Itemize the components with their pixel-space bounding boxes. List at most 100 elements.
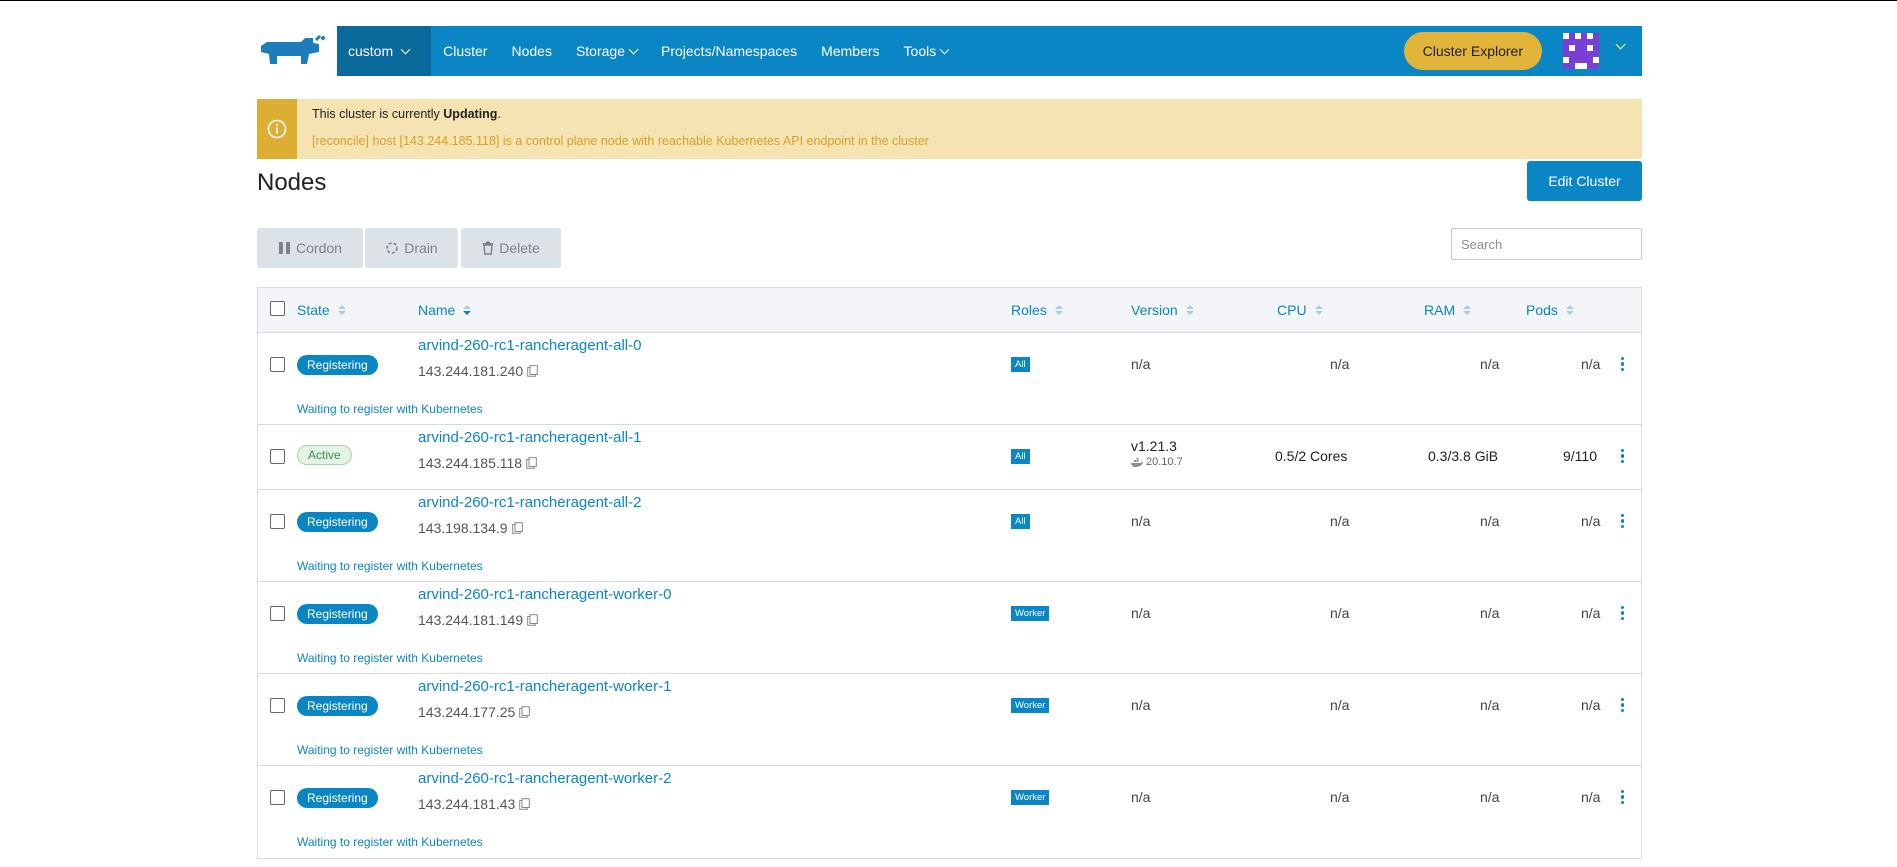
info-icon (267, 119, 287, 139)
banner-icon-box (257, 99, 297, 159)
chevron-down-icon[interactable] (1615, 39, 1626, 50)
column-header-label: RAM (1424, 302, 1456, 318)
nav-storage[interactable]: Storage (564, 26, 649, 76)
table-row[interactable]: Registering arvind-260-rc1-rancheragent-… (258, 490, 1641, 582)
table-row[interactable]: Active arvind-260-rc1-rancheragent-all-1… (258, 425, 1641, 490)
cluster-selector[interactable]: custom (337, 26, 432, 76)
node-message: Waiting to register with Kubernetes (297, 402, 483, 416)
copy-icon[interactable] (527, 365, 538, 377)
search-input[interactable] (1451, 228, 1642, 260)
column-header-pods[interactable]: Pods (1526, 302, 1574, 318)
node-cpu: n/a (1330, 513, 1350, 529)
column-header-state[interactable]: State (297, 302, 346, 318)
node-pods: n/a (1581, 513, 1601, 529)
table-header: State Name Roles Version CPU RAM Pods (258, 288, 1641, 333)
node-ip: 143.244.181.149 (418, 612, 538, 628)
banner-status-prefix: This cluster is currently (312, 107, 444, 121)
banner-status-suffix: . (497, 107, 501, 121)
row-checkbox[interactable] (270, 606, 285, 621)
node-ip: 143.244.181.43 (418, 796, 531, 812)
nav-storage-label: Storage (575, 43, 625, 59)
column-header-roles[interactable]: Roles (1011, 302, 1063, 318)
node-name-link[interactable]: arvind-260-rc1-rancheragent-all-0 (418, 337, 642, 354)
nav-tools[interactable]: Tools (892, 26, 961, 76)
node-name-link[interactable]: arvind-260-rc1-rancheragent-worker-0 (418, 586, 672, 603)
node-ip: 143.244.177.25 (418, 704, 531, 720)
row-checkbox[interactable] (270, 790, 285, 805)
status-badge: Registering (297, 696, 378, 716)
column-header-version[interactable]: Version (1131, 302, 1194, 318)
drain-button[interactable]: Drain (365, 228, 458, 268)
docker-icon (1131, 457, 1143, 467)
status-badge: Registering (297, 604, 378, 624)
node-cpu: 0.5/2 Cores (1275, 448, 1348, 464)
nav-members[interactable]: Members (821, 43, 880, 59)
docker-version-text: 20.10.7 (1146, 456, 1183, 468)
node-ip-text: 143.244.181.240 (418, 363, 524, 379)
copy-icon[interactable] (519, 798, 531, 810)
cluster-explorer-button[interactable]: Cluster Explorer (1403, 32, 1542, 70)
drain-icon (386, 242, 399, 254)
nav-projects-namespaces[interactable]: Projects/Namespaces (661, 43, 798, 59)
kebab-menu-icon[interactable] (1621, 357, 1625, 372)
sort-icon (1463, 305, 1472, 315)
trash-icon (483, 241, 494, 255)
column-header-ram[interactable]: RAM (1424, 302, 1472, 318)
sort-icon (1314, 305, 1323, 315)
kebab-menu-icon[interactable] (1621, 790, 1625, 805)
drain-label: Drain (404, 240, 438, 256)
node-version: v1.21.3 (1131, 438, 1177, 454)
role-badge: Worker (1011, 606, 1050, 621)
column-header-name[interactable]: Name (418, 302, 472, 318)
kebab-menu-icon[interactable] (1621, 698, 1625, 713)
column-header-cpu[interactable]: CPU (1277, 302, 1323, 318)
copy-icon[interactable] (519, 706, 531, 718)
delete-button[interactable]: Delete (461, 228, 561, 268)
kebab-menu-icon[interactable] (1621, 449, 1625, 464)
copy-icon[interactable] (527, 614, 538, 626)
role-badge: All (1011, 449, 1030, 464)
node-name-link[interactable]: arvind-260-rc1-rancheragent-worker-2 (418, 770, 672, 787)
node-ip-text: 143.244.185.118 (418, 455, 523, 471)
edit-cluster-button[interactable]: Edit Cluster (1527, 161, 1642, 201)
delete-label: Delete (499, 240, 540, 256)
table-row[interactable]: Registering arvind-260-rc1-rancheragent-… (258, 674, 1641, 766)
role-badge: Worker (1011, 698, 1050, 713)
node-ram: 0.3/3.8 GiB (1428, 448, 1499, 464)
nav-cluster[interactable]: Cluster (443, 43, 488, 59)
node-cpu: n/a (1330, 356, 1350, 372)
node-ram: n/a (1480, 789, 1500, 805)
node-name-link[interactable]: arvind-260-rc1-rancheragent-worker-1 (418, 678, 672, 695)
user-avatar[interactable] (1563, 33, 1599, 69)
row-checkbox[interactable] (270, 449, 285, 464)
column-header-label: Name (418, 302, 456, 318)
copy-icon[interactable] (526, 457, 537, 469)
node-ram: n/a (1480, 605, 1500, 621)
status-badge: Registering (297, 788, 378, 808)
cordon-button[interactable]: Cordon (257, 228, 363, 268)
chevron-down-icon (628, 44, 639, 54)
chevron-down-icon (400, 44, 411, 54)
row-checkbox[interactable] (270, 357, 285, 372)
nav-nodes[interactable]: Nodes (511, 43, 552, 59)
rancher-cow-logo[interactable] (257, 34, 327, 70)
node-pods: n/a (1581, 789, 1601, 805)
node-version: n/a (1131, 697, 1151, 713)
table-row[interactable]: Registering arvind-260-rc1-rancheragent-… (258, 582, 1641, 674)
table-row[interactable]: Registering arvind-260-rc1-rancheragent-… (258, 333, 1641, 425)
row-checkbox[interactable] (270, 514, 285, 529)
node-ip-text: 143.198.134.9 (418, 520, 508, 536)
node-name-link[interactable]: arvind-260-rc1-rancheragent-all-1 (418, 429, 642, 446)
sort-icon (337, 305, 346, 315)
node-ip: 143.244.181.240 (418, 363, 538, 379)
status-badge: Active (297, 445, 352, 465)
table-row[interactable]: Registering arvind-260-rc1-rancheragent-… (258, 766, 1641, 858)
kebab-menu-icon[interactable] (1621, 514, 1625, 529)
select-all-checkbox[interactable] (270, 301, 285, 316)
copy-icon[interactable] (511, 522, 523, 534)
kebab-menu-icon[interactable] (1621, 606, 1625, 621)
banner-message: [reconcile] host [143.244.185.118] is a … (312, 134, 929, 148)
node-name-link[interactable]: arvind-260-rc1-rancheragent-all-2 (418, 494, 642, 511)
row-checkbox[interactable] (270, 698, 285, 713)
